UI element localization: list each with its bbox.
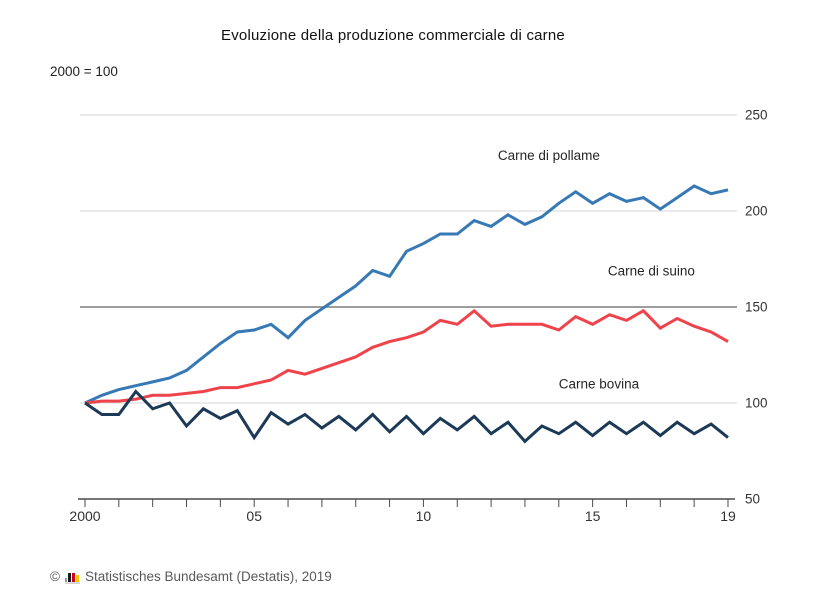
y-axis-labels-group: 50 100 150 200 250 — [745, 108, 768, 507]
logo-bar-red — [71, 572, 75, 582]
series-line-carne-bovina — [84, 389, 729, 444]
index-note: 2000 = 100 — [50, 64, 118, 79]
source-line: © Statistisches Bundesamt (Destatis), 20… — [50, 569, 332, 584]
chart-title: Evoluzione della produzione commerciale … — [221, 27, 565, 44]
x-tick-label-2005: 05 — [246, 508, 262, 524]
series-line-carne-di-pollame — [84, 184, 729, 405]
x-axis-group: 2000 05 10 15 19 — [69, 498, 736, 524]
x-tick-label-2010: 10 — [416, 508, 432, 524]
x-tick-label-2015: 15 — [585, 508, 601, 524]
series-label-carne-di-suino: Carne di suino — [608, 263, 695, 278]
destatis-logo-icon — [64, 572, 80, 584]
series-line-carne-di-suino — [84, 308, 729, 405]
x-tick-label-2019: 19 — [720, 508, 736, 524]
y-tick-label-150: 150 — [745, 300, 768, 315]
logo-bar-gray — [64, 577, 67, 582]
x-tick-label-2000: 2000 — [69, 508, 100, 524]
series-lines-group — [84, 184, 729, 444]
annotations-group: Carne di pollame Carne di suino Carne bovi… — [498, 148, 695, 391]
series-label-carne-bovina: Carne bovina — [559, 377, 640, 392]
logo-bar-gold — [75, 574, 79, 582]
y-tick-label-200: 200 — [745, 204, 768, 219]
series-label-carne-di-pollame: Carne di pollame — [498, 148, 600, 163]
source-text: Statistisches Bundesamt (Destatis), 2019 — [84, 569, 332, 584]
copyright-symbol: © — [50, 569, 60, 584]
y-tick-label-100: 100 — [745, 396, 768, 411]
y-tick-label-50: 50 — [745, 492, 760, 507]
y-tick-label-250: 250 — [745, 108, 768, 123]
gridlines-group — [80, 114, 737, 404]
logo-baseline — [64, 582, 80, 584]
logo-bar-black — [67, 572, 71, 582]
